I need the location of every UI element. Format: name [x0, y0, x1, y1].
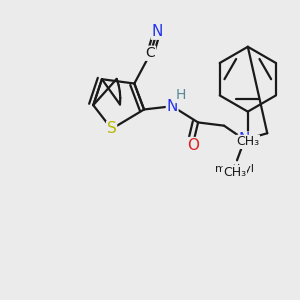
Text: N: N	[167, 99, 178, 114]
Text: C: C	[146, 46, 155, 60]
Text: S: S	[107, 122, 116, 136]
Text: N: N	[239, 132, 250, 147]
Text: N: N	[151, 24, 163, 39]
Text: methyl: methyl	[215, 164, 254, 174]
Text: O: O	[187, 138, 199, 153]
Text: H: H	[176, 88, 186, 102]
Text: CH₃: CH₃	[236, 135, 260, 148]
Text: CH₃: CH₃	[223, 166, 246, 179]
Text: methyl: methyl	[236, 167, 241, 168]
